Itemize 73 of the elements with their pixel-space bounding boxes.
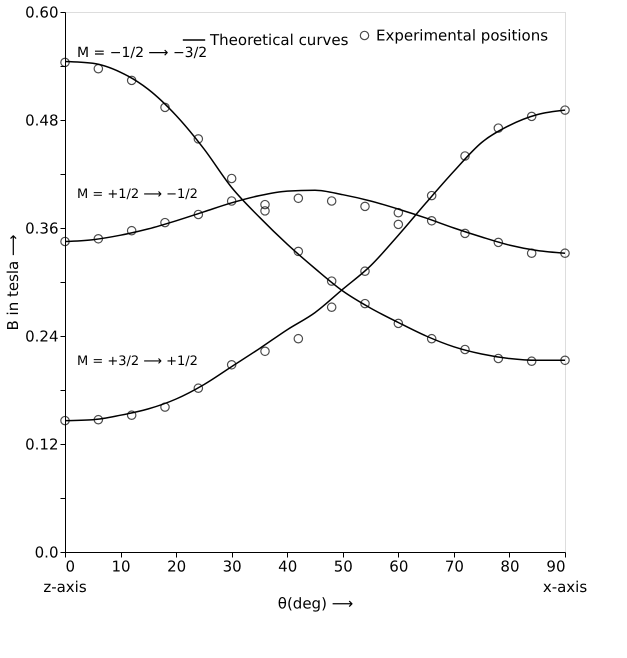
y-tick-label: 0.48 [25,112,58,130]
point [460,151,470,161]
point [260,200,270,210]
x-tick-label: 50 [334,558,353,576]
point [126,226,136,236]
point [194,134,204,144]
point [394,208,404,218]
point [326,196,336,206]
y-tick-label: 0.60 [25,4,58,22]
point [160,218,170,228]
x-tick-label: 20 [167,558,186,576]
point [260,346,270,356]
x-axis-title: θ(deg) ⟶ [278,594,354,612]
point [94,64,104,74]
annotation: M = +1/2 ⟶ −1/2 [77,187,198,202]
point [294,194,304,204]
x-tick-label: 90 [546,558,566,576]
point [226,174,236,184]
point [326,302,336,312]
y-tick-label: 0.36 [25,220,58,238]
point [160,402,170,412]
x-tick-label: 40 [278,558,298,576]
x-tick-label: 10 [112,558,131,576]
point [460,228,470,238]
point [560,248,570,258]
point [526,356,536,366]
y-tick-label: 0.0 [34,544,58,562]
point [560,356,570,366]
point [226,360,236,370]
legend-label: Theoretical curves [209,31,349,49]
point [494,238,504,248]
point [426,216,436,226]
point [494,354,504,364]
point [360,298,370,308]
point [426,334,436,344]
x-tick-label: 30 [222,558,242,576]
point [526,112,536,122]
point [294,246,304,256]
point [194,210,204,220]
x-tick-label: 0 [66,558,76,576]
point [494,123,504,133]
point [560,105,570,115]
x-tick-label: 60 [389,558,408,576]
point [394,220,404,230]
point [294,334,304,344]
point [394,318,404,328]
point [326,276,336,286]
y-axis-title: B in tesla ⟶ [4,234,22,331]
point [60,236,70,246]
point [60,416,70,426]
point [60,58,70,68]
point [460,344,470,354]
point [526,248,536,258]
text: z-axis [43,578,87,596]
point [194,383,204,393]
point [360,202,370,212]
annotation: M = −1/2 ⟶ −3/2 [77,45,208,61]
point [126,76,136,86]
point [94,234,104,244]
x-tick-label: 80 [500,558,520,576]
point [94,414,104,424]
point [260,206,270,216]
legend-label: Experimental positions [376,26,548,44]
y-tick-label: 0.24 [25,328,58,346]
point [160,102,170,112]
point [126,410,136,420]
annotation: M = +3/2 ⟶ +1/2 [77,354,198,369]
y-tick-label: 0.12 [25,436,58,454]
point [226,196,236,206]
point [360,266,370,276]
point [426,190,436,200]
x-tick-label: 70 [444,558,464,576]
text: x-axis [542,578,588,596]
